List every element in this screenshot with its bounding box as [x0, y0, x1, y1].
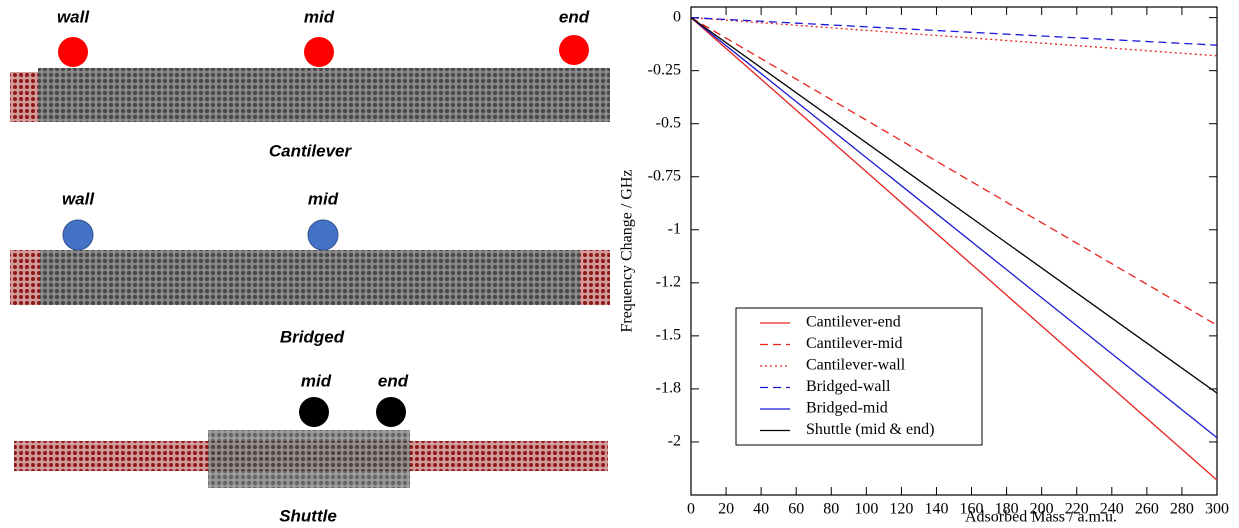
- legend-label: Cantilever-wall: [806, 357, 906, 374]
- legend-label: Cantilever-end: [806, 314, 901, 331]
- x-tick-label: 240: [1100, 501, 1124, 518]
- wall-end: [580, 250, 610, 305]
- figure: wall mid end Cantilever wall mid Bridged…: [0, 0, 1239, 528]
- site-label: mid: [301, 371, 332, 390]
- x-tick-label: 260: [1135, 501, 1159, 518]
- line-series: [691, 18, 1217, 46]
- panel-caption: Bridged: [280, 327, 345, 346]
- adsorbate: [308, 220, 338, 250]
- adsorbate: [559, 35, 589, 65]
- wall-end: [10, 250, 40, 305]
- x-tick-label: 180: [995, 501, 1019, 518]
- adsorbate: [299, 397, 329, 427]
- y-tick-label: -1: [668, 220, 681, 237]
- x-tick-label: 120: [889, 501, 913, 518]
- adsorbate: [376, 397, 406, 427]
- site-label: end: [559, 7, 590, 26]
- y-axis-label: Frequency Change / GHz: [619, 169, 636, 332]
- nanotube: [40, 250, 580, 305]
- chart: Adsorbed Mass / a.m.u. Frequency Change …: [619, 7, 1229, 526]
- y-tick-label: -0.75: [648, 167, 681, 184]
- x-tick-label: 140: [924, 501, 948, 518]
- legend-label: Shuttle (mid & end): [806, 421, 934, 438]
- x-tick-label: 0: [687, 501, 695, 518]
- line-series: [691, 18, 1217, 326]
- outer-sleeve: [208, 430, 410, 488]
- adsorbate: [63, 220, 93, 250]
- site-label: end: [378, 371, 409, 390]
- nanotube: [38, 68, 610, 122]
- site-label: wall: [57, 7, 90, 26]
- y-tick-label: 0: [673, 8, 681, 25]
- x-tick-label: 60: [788, 501, 804, 518]
- y-tick-label: -0.5: [656, 114, 681, 131]
- legend-label: Bridged-mid: [806, 400, 888, 417]
- x-tick-label: 280: [1170, 501, 1194, 518]
- x-tick-label: 40: [753, 501, 769, 518]
- legend-label: Cantilever-mid: [806, 335, 903, 352]
- wall-end: [10, 72, 38, 122]
- site-label: wall: [62, 189, 95, 208]
- panel-caption: Cantilever: [269, 141, 353, 160]
- x-tick-label: 160: [960, 501, 984, 518]
- adsorbate: [58, 37, 88, 67]
- site-label: mid: [308, 189, 339, 208]
- y-tick-label: -2: [668, 433, 681, 450]
- adsorbate: [304, 37, 334, 67]
- y-tick-label: -1.8: [656, 380, 681, 397]
- x-tick-label: 20: [718, 501, 734, 518]
- x-tick-label: 300: [1205, 501, 1229, 518]
- site-label: mid: [304, 7, 335, 26]
- diagram: wall mid end Cantilever wall mid Bridged…: [10, 7, 610, 525]
- panel-caption: Shuttle: [279, 506, 337, 525]
- line-series: [691, 18, 1217, 56]
- x-tick-label: 200: [1030, 501, 1054, 518]
- legend-label: Bridged-wall: [806, 378, 891, 395]
- y-tick-label: -0.25: [648, 61, 681, 78]
- x-tick-label: 100: [854, 501, 878, 518]
- x-tick-label: 220: [1065, 501, 1089, 518]
- y-tick-label: -1.2: [656, 273, 681, 290]
- y-tick-label: -1.5: [656, 327, 681, 344]
- x-tick-label: 80: [823, 501, 839, 518]
